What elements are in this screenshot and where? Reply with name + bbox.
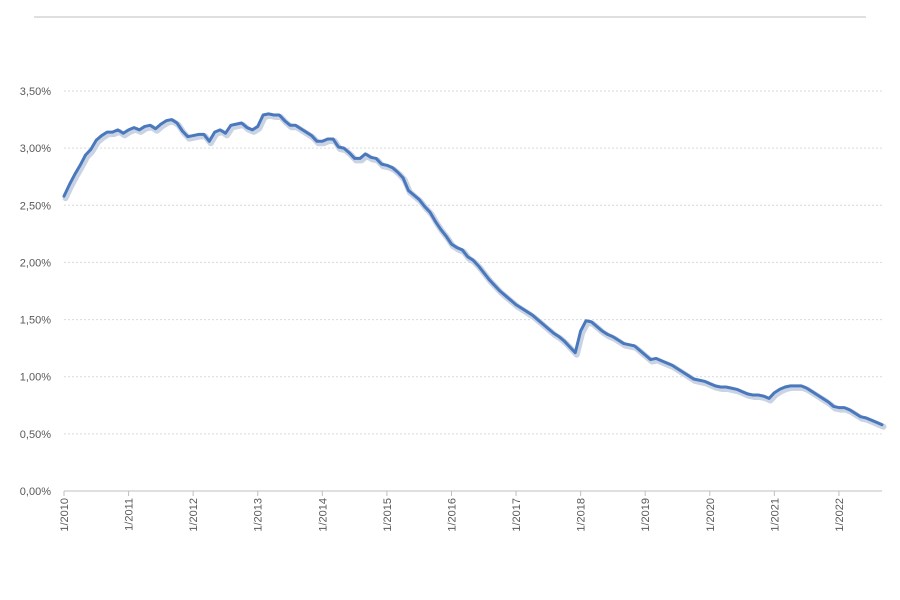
- series-layer: [62, 112, 887, 430]
- y-tick-label: 2,50%: [20, 200, 51, 212]
- x-tick-label: 1/2020: [705, 498, 717, 532]
- y-tick-label: 0,00%: [20, 486, 51, 498]
- x-tick-label: 1/2013: [253, 498, 265, 532]
- x-tick-label: 1/2021: [769, 498, 781, 532]
- x-tick-label: 1/2015: [382, 498, 394, 532]
- y-tick-label: 3,00%: [20, 143, 51, 155]
- series-line: [62, 112, 884, 427]
- x-tick-label: 1/2017: [511, 498, 523, 532]
- x-tick-label: 1/2022: [834, 498, 846, 532]
- x-tick-label: 1/2016: [446, 498, 458, 532]
- x-tick-label: 1/2011: [124, 498, 136, 531]
- y-axis-tick-labels: 0,00% 0,50% 1,00% 1,50% 2,00% 2,50% 3,00% 3,50%: [20, 86, 51, 498]
- x-tick-label: 1/2012: [188, 498, 200, 532]
- y-tick-label: 1,50%: [20, 315, 51, 327]
- x-tick-label: 1/2018: [576, 498, 588, 532]
- y-tick-label: 2,00%: [20, 257, 51, 269]
- x-tick-label: 1/2019: [640, 498, 652, 532]
- x-tick-label: 1/2014: [317, 498, 329, 532]
- x-tick-label: 1/2010: [59, 498, 71, 532]
- y-tick-label: 3,50%: [20, 86, 51, 98]
- series-line-shadow: [62, 112, 887, 430]
- y-tick-label: 1,00%: [20, 372, 51, 384]
- x-axis: 1/2010 1/2011 1/2012 1/2013 1/2014 1/2015 1/20…: [59, 490, 882, 532]
- y-tick-label: 0,50%: [20, 429, 51, 441]
